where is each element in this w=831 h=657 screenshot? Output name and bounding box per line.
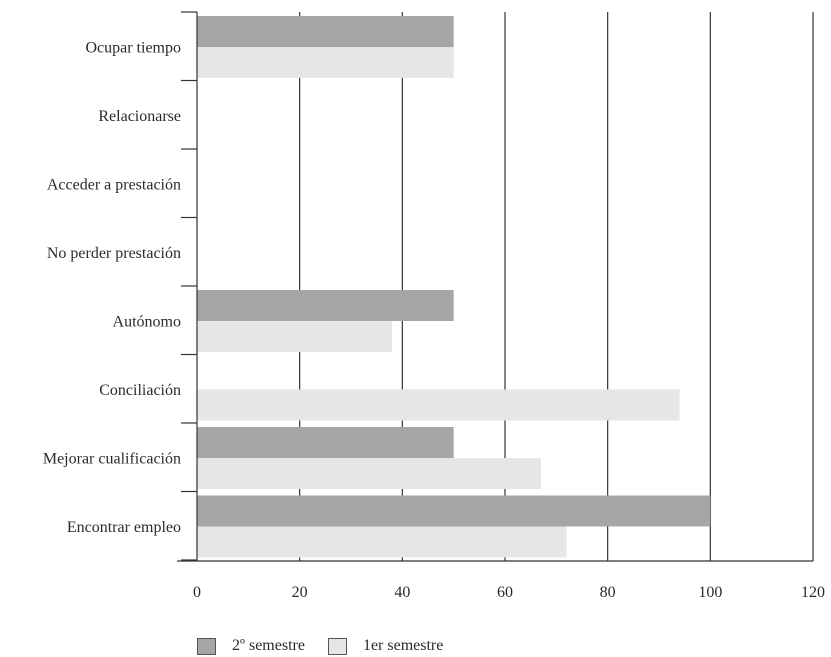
legend-item-series-1: 2º semestre bbox=[197, 637, 305, 655]
category-label-5: Conciliación bbox=[99, 382, 181, 399]
category-label-6: Mejorar cualificación bbox=[43, 450, 181, 467]
x-tick-label-5: 100 bbox=[698, 584, 722, 601]
bar-6-series-2 bbox=[197, 458, 541, 489]
bar-0-series-2 bbox=[197, 47, 454, 78]
legend-item-series-2: 1er semestre bbox=[327, 637, 444, 655]
bar-6-series-1 bbox=[197, 427, 454, 458]
legend-label-series-1: 2º semestre bbox=[232, 637, 305, 654]
legend-swatch-series-2 bbox=[327, 637, 347, 655]
category-label-0: Ocupar tiempo bbox=[85, 39, 181, 56]
x-tick-label-2: 40 bbox=[394, 584, 410, 601]
x-tick-label-6: 120 bbox=[801, 584, 825, 601]
x-tick-label-3: 60 bbox=[497, 584, 513, 601]
x-tick-label-0: 0 bbox=[193, 584, 201, 601]
bar-4-series-1 bbox=[197, 290, 454, 321]
category-label-2: Acceder a prestación bbox=[47, 176, 181, 193]
x-tick-label-1: 20 bbox=[292, 584, 308, 601]
axes bbox=[177, 11, 813, 562]
category-label-3: No perder prestación bbox=[47, 245, 181, 262]
bar-5-series-2 bbox=[197, 389, 680, 421]
legend: 2º semestre 1er semestre bbox=[197, 636, 466, 656]
legend-swatch-series-1 bbox=[197, 637, 216, 655]
labels: Ocupar tiempo Relacionarse Acceder a prest… bbox=[43, 39, 825, 601]
category-label-1: Relacionarse bbox=[98, 108, 181, 125]
bars bbox=[197, 16, 711, 558]
legend-label-series-2: 1er semestre bbox=[362, 637, 444, 654]
bar-7-series-1 bbox=[197, 495, 711, 527]
bar-0-series-1 bbox=[197, 16, 454, 47]
category-label-4: Autónomo bbox=[113, 313, 181, 330]
category-label-7: Encontrar empleo bbox=[67, 519, 181, 536]
bar-4-series-2 bbox=[197, 321, 393, 352]
bar-7-series-2 bbox=[197, 526, 567, 558]
x-tick-label-4: 80 bbox=[600, 584, 616, 601]
